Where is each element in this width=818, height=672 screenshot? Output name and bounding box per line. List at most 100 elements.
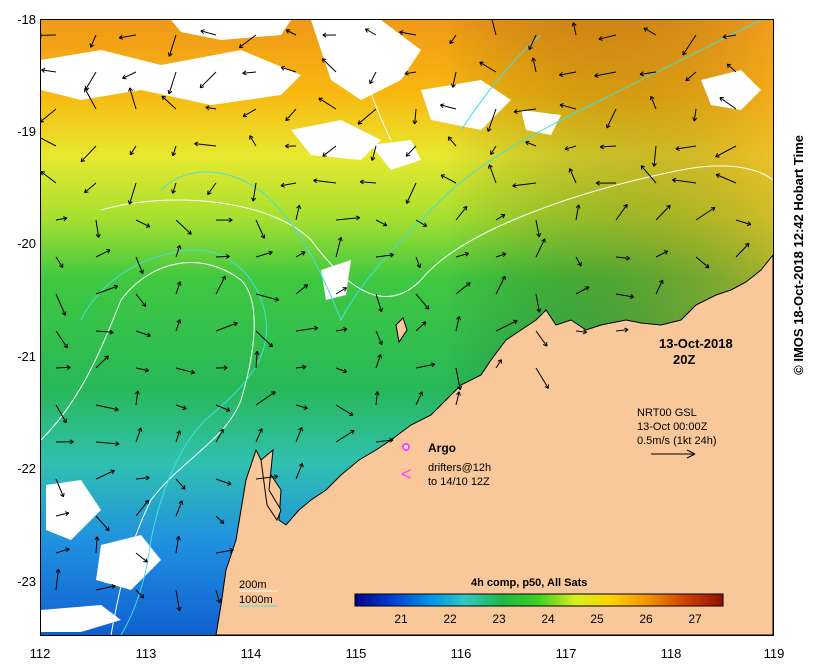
current-vector (682, 34, 697, 56)
current-vector (39, 108, 57, 123)
current-vector (295, 366, 307, 369)
current-vector-head (431, 363, 436, 368)
current-vector-head (456, 391, 460, 395)
current-vector-head (222, 519, 225, 524)
current-vector-head (427, 305, 430, 310)
current-vector (95, 404, 119, 411)
current-vector-head (147, 223, 151, 228)
current-vector-head (172, 190, 176, 194)
map-canvas: Argo < drifters@12h to 14/10 12Z 13-Oct-… (35, 11, 774, 636)
current-vector-head (107, 249, 111, 254)
current-vector (726, 63, 737, 73)
current-vector-head (568, 168, 571, 173)
current-vectors (35, 11, 752, 612)
current-vector (615, 256, 630, 259)
current-vector-head (111, 584, 116, 587)
current-vector (488, 164, 497, 184)
current-vector (535, 238, 546, 258)
current-vector-head (641, 165, 646, 168)
current-vector (375, 293, 383, 312)
current-vector-head (200, 29, 205, 32)
colorbar-tick-label: 22 (443, 612, 457, 626)
current-vector-head (598, 36, 602, 40)
current-vector-head (137, 390, 140, 395)
lat-tick-label: -23 (17, 574, 36, 589)
current-vector-head (181, 500, 184, 505)
current-vector-head (111, 470, 115, 475)
current-vector-head (488, 164, 493, 168)
current-vector-head (285, 116, 287, 121)
current-vector-head (419, 263, 422, 268)
current-vector-head (302, 251, 306, 256)
current-vector-head (225, 255, 230, 260)
lat-tick-label: -21 (17, 349, 36, 364)
current-vector-head (260, 235, 265, 239)
current-vector-head (269, 251, 273, 256)
legend-1000m-label: 1000m (239, 594, 273, 606)
current-vector-head (586, 286, 590, 291)
current-vector (255, 251, 273, 258)
current-vector-head (280, 66, 285, 71)
current-vector-head (95, 234, 100, 238)
lat-tick-label: -19 (17, 124, 36, 139)
current-vector-head (119, 37, 124, 40)
current-vector-head (575, 204, 580, 209)
current-vector-head (189, 230, 192, 235)
current-vector-head (538, 232, 542, 238)
current-vector-head (135, 390, 139, 395)
current-vector-head (275, 296, 280, 301)
current-vector-head (571, 22, 574, 27)
colorbar-tick-label: 23 (492, 612, 506, 626)
current-vector-head (370, 156, 373, 161)
current-vector-head (115, 443, 120, 447)
current-vector-head (458, 391, 461, 396)
current-vector-head (176, 319, 181, 323)
current-vector-head (424, 321, 427, 326)
current-vector (535, 293, 540, 313)
current-vector-head (183, 405, 187, 410)
current-vector-head (233, 321, 238, 324)
argo-label: Argo (428, 441, 456, 455)
current-vector-head (64, 511, 69, 514)
current-vector-head (178, 500, 183, 504)
current-vector (135, 552, 148, 563)
current-vector-head (599, 146, 605, 150)
current-vector-head (167, 52, 170, 57)
current-vector-head (624, 329, 629, 333)
current-vector-head (412, 120, 416, 125)
current-vector-head (142, 593, 145, 599)
current-vector (199, 71, 217, 89)
current-vector-head (462, 205, 467, 209)
current-vector-head (252, 197, 257, 202)
current-vector (719, 97, 737, 110)
current-vector (495, 359, 502, 369)
current-vector-head (146, 335, 151, 338)
current-vector-head (322, 34, 327, 38)
current-vector (55, 478, 64, 498)
current-vector-head (230, 549, 234, 553)
current-vector-head (389, 252, 394, 256)
current-vector (205, 106, 217, 110)
current-vector-head (94, 536, 98, 541)
current-vector-head (707, 263, 710, 268)
current-vector-head (599, 144, 604, 148)
drifter-symbol: < (401, 464, 412, 484)
current-vector-head (176, 245, 181, 249)
current-vector (375, 219, 388, 227)
current-vector-head (513, 111, 518, 114)
current-vector (655, 279, 664, 295)
current-vector-head (274, 474, 279, 477)
current-vector-head (114, 409, 119, 412)
current-vector-head (66, 366, 71, 370)
current-vector-head (651, 162, 655, 167)
current-vector (194, 143, 217, 147)
current-vector-head (62, 420, 67, 424)
current-vector-head (144, 499, 149, 503)
current-vector (175, 500, 183, 517)
current-vector (569, 168, 577, 184)
legend-200m-label: 200m (239, 579, 267, 591)
current-vector (255, 293, 279, 301)
scale-arrow (651, 449, 696, 459)
current-vector-head (343, 368, 348, 373)
colorbar-tick-label: 27 (688, 612, 702, 626)
